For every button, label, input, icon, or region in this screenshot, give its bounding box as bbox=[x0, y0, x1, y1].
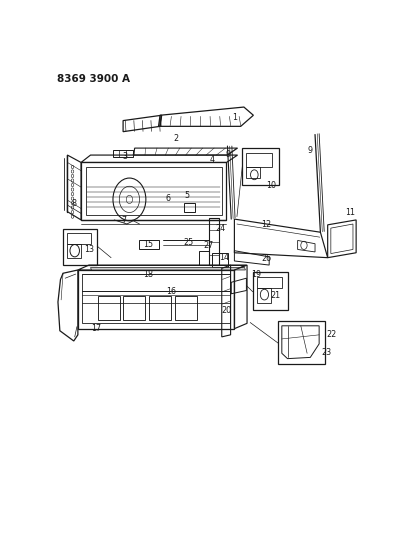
Bar bbox=[175, 296, 197, 320]
Text: 8: 8 bbox=[71, 199, 76, 208]
Bar bbox=[253, 272, 288, 310]
Text: 14: 14 bbox=[219, 253, 229, 262]
Text: 19: 19 bbox=[251, 270, 261, 279]
Bar bbox=[242, 148, 279, 184]
Text: 18: 18 bbox=[143, 270, 153, 279]
Text: 7: 7 bbox=[121, 216, 126, 225]
Text: 2: 2 bbox=[173, 134, 178, 143]
Text: 22: 22 bbox=[327, 330, 337, 340]
Bar bbox=[98, 296, 120, 320]
Bar bbox=[63, 229, 97, 265]
Bar bbox=[278, 321, 325, 365]
Text: 9: 9 bbox=[308, 146, 313, 155]
Bar bbox=[149, 296, 171, 320]
Text: 10: 10 bbox=[266, 181, 276, 190]
Text: 15: 15 bbox=[143, 240, 153, 249]
Text: 13: 13 bbox=[84, 245, 95, 254]
Text: 9: 9 bbox=[226, 150, 231, 159]
Text: 21: 21 bbox=[271, 292, 281, 300]
Text: 16: 16 bbox=[166, 287, 176, 296]
Text: 8369 3900 A: 8369 3900 A bbox=[57, 74, 130, 84]
Polygon shape bbox=[91, 268, 246, 270]
Text: 5: 5 bbox=[184, 191, 190, 200]
Text: 17: 17 bbox=[91, 324, 101, 333]
Text: 20: 20 bbox=[222, 306, 232, 314]
Text: 27: 27 bbox=[203, 241, 214, 250]
Text: 23: 23 bbox=[321, 348, 331, 357]
Text: 1: 1 bbox=[232, 113, 237, 122]
Text: 24: 24 bbox=[215, 224, 225, 233]
Text: 3: 3 bbox=[123, 152, 128, 161]
Text: 25: 25 bbox=[184, 238, 194, 247]
Text: 4: 4 bbox=[210, 155, 215, 164]
Text: 12: 12 bbox=[261, 220, 271, 229]
Bar bbox=[123, 296, 145, 320]
Text: 6: 6 bbox=[166, 194, 171, 203]
Text: 26: 26 bbox=[262, 254, 272, 263]
Text: 11: 11 bbox=[345, 208, 355, 217]
